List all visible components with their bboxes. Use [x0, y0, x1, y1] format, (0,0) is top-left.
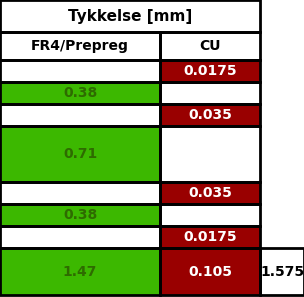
Bar [160, 248, 260, 295]
Bar [0, 182, 160, 204]
Bar [0, 32, 160, 60]
Bar [160, 82, 260, 104]
Bar [0, 126, 160, 182]
Bar [160, 226, 260, 248]
Bar [0, 104, 160, 126]
Bar [0, 0, 260, 32]
Bar [160, 126, 260, 182]
Bar [0, 226, 160, 248]
Bar [160, 32, 260, 60]
Bar [260, 248, 304, 295]
Text: 0.71: 0.71 [63, 147, 97, 161]
Bar [160, 104, 260, 126]
Bar [0, 104, 160, 126]
Text: 1.575: 1.575 [260, 265, 304, 279]
Text: 0.035: 0.035 [188, 108, 232, 122]
Bar [0, 182, 160, 204]
Bar [0, 82, 160, 104]
Bar [0, 126, 160, 182]
Bar [160, 60, 260, 82]
Text: 0.38: 0.38 [63, 208, 97, 222]
Bar [160, 226, 260, 248]
Bar [160, 204, 260, 226]
Bar [160, 82, 260, 104]
Bar [0, 204, 160, 226]
Text: FR4/Prepreg: FR4/Prepreg [31, 39, 129, 53]
Text: 0.0175: 0.0175 [183, 230, 237, 244]
Bar [160, 60, 260, 82]
Bar [160, 32, 260, 60]
Bar [160, 126, 260, 182]
Bar [0, 248, 160, 295]
Bar [160, 204, 260, 226]
Bar [0, 248, 160, 295]
Text: 0.035: 0.035 [188, 186, 232, 200]
Bar [0, 204, 160, 226]
Text: Tykkelse [mm]: Tykkelse [mm] [68, 9, 192, 23]
Text: 0.105: 0.105 [188, 265, 232, 279]
Bar [160, 182, 260, 204]
Text: 0.38: 0.38 [63, 86, 97, 100]
Bar [160, 104, 260, 126]
Bar [0, 60, 160, 82]
Text: CU: CU [199, 39, 221, 53]
Bar [160, 248, 260, 295]
Bar [0, 32, 160, 60]
Bar [160, 182, 260, 204]
Text: 1.47: 1.47 [63, 265, 97, 279]
Bar [260, 248, 304, 295]
Bar [0, 226, 160, 248]
Bar [0, 60, 160, 82]
Text: 0.0175: 0.0175 [183, 64, 237, 78]
Bar [0, 82, 160, 104]
Bar [0, 0, 260, 32]
